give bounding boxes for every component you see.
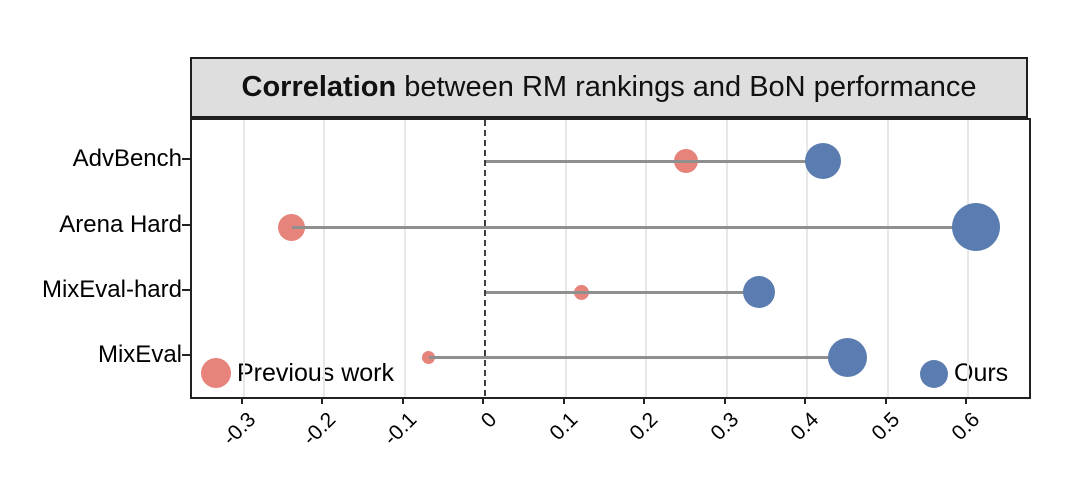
gridline	[403, 120, 406, 397]
y-axis-label-arena-hard: Arena Hard	[59, 211, 182, 238]
stem-mixeval	[428, 355, 848, 359]
x-axis-tick	[965, 397, 967, 404]
legend-ours-label: Ours	[954, 359, 1009, 387]
legend-previous-work: Previous work	[201, 358, 394, 388]
gridline	[886, 120, 889, 397]
gridline	[323, 120, 325, 397]
x-axis-tick	[401, 397, 404, 404]
legend-ours: Ours	[920, 359, 1008, 388]
y-axis-tick	[182, 158, 190, 160]
gridline	[967, 120, 969, 397]
y-axis-label-advbench: AdvBench	[72, 145, 182, 172]
data-point-ours-arena-hard	[952, 203, 1001, 251]
x-axis-tick-label: 0.4	[786, 408, 824, 445]
chart-title: Correlation between RM rankings and BoN …	[190, 57, 1028, 118]
legend-previous-work-label: Previous work	[237, 358, 394, 387]
x-axis-tick	[482, 397, 484, 404]
y-axis-label-mixeval-hard: MixEval-hard	[41, 276, 182, 303]
x-axis-tick	[804, 397, 806, 404]
x-axis-tick	[562, 397, 565, 404]
stem-arena-hard	[291, 225, 977, 229]
x-axis-tick-label: -0.1	[378, 408, 421, 450]
data-point-ours-mixeval-hard	[742, 276, 775, 308]
x-axis-tick-label: 0.1	[544, 408, 582, 445]
chart-title-bold: Correlation	[241, 71, 397, 103]
x-axis-tick	[884, 397, 887, 404]
x-axis-tick-label: 0.6	[947, 408, 985, 445]
data-point-ours-mixeval	[827, 337, 867, 377]
y-axis-tick	[182, 224, 190, 226]
y-axis-label-mixeval: MixEval	[97, 341, 182, 368]
x-axis-tick	[321, 397, 323, 404]
gridline	[242, 120, 245, 397]
x-axis-tick	[723, 397, 726, 404]
x-axis-tick-label: 0.5	[866, 408, 904, 445]
stem-mixeval-hard	[485, 290, 759, 294]
zero-reference-line	[484, 120, 486, 397]
data-point-ours-advbench	[805, 143, 842, 179]
chart-title-rest: between RM rankings and BoN performance	[396, 71, 977, 103]
x-axis-tick-label: -0.2	[298, 408, 341, 450]
gridline	[645, 120, 647, 397]
plot-area	[190, 118, 1031, 399]
x-axis-tick	[643, 397, 645, 404]
x-axis-tick-label: 0.3	[705, 408, 743, 445]
y-axis-tick	[182, 289, 190, 291]
x-axis-tick-label: 0.2	[625, 408, 663, 445]
y-axis-tick	[182, 354, 190, 356]
gridline	[806, 120, 808, 397]
gridline	[564, 120, 567, 397]
ours-dot-icon	[920, 359, 948, 388]
x-axis-tick-label: 0	[476, 408, 502, 433]
gridline	[725, 120, 728, 397]
x-axis-tick	[240, 397, 243, 404]
stem-advbench	[485, 159, 824, 163]
x-axis-tick-label: -0.3	[217, 408, 260, 450]
previous-work-dot-icon	[201, 358, 231, 388]
